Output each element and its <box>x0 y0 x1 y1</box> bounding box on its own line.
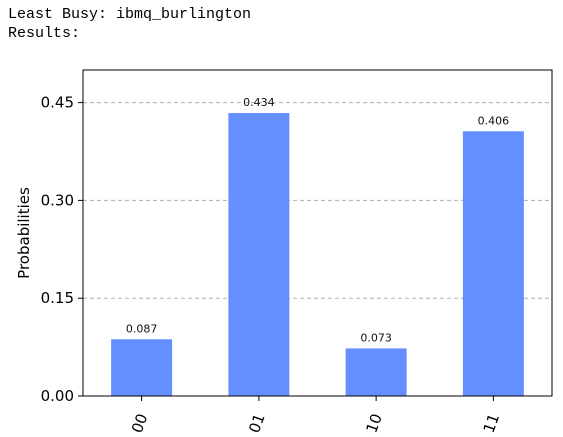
grid-lines <box>83 102 552 299</box>
console-line-least-busy: Least Busy: ibmq_burlington <box>8 6 252 23</box>
x-axis: 00 01 10 11 <box>128 396 503 435</box>
y-tick-label: 0.15 <box>41 289 74 307</box>
bar-00 <box>111 339 173 396</box>
bar-11 <box>462 131 524 396</box>
bar-value-label: 0.434 <box>243 96 275 109</box>
bar-value-label: 0.406 <box>478 114 510 127</box>
y-tick-label: 0.00 <box>41 387 74 405</box>
y-tick-label: 0.45 <box>41 94 74 112</box>
y-tick-label: 0.30 <box>41 191 74 209</box>
y-axis: 0.00 0.15 0.30 0.45 <box>41 94 83 405</box>
bars: 0.087 0.434 0.073 0.406 <box>111 96 524 397</box>
x-tick-label: 11 <box>480 411 503 435</box>
bar-value-label: 0.087 <box>126 322 158 335</box>
y-axis-title: Probabilities <box>15 187 33 279</box>
plot-frame <box>82 69 553 397</box>
x-tick-label: 00 <box>128 411 151 435</box>
bar-value-label: 0.073 <box>360 331 392 344</box>
bar-01 <box>228 113 290 397</box>
x-tick-label: 01 <box>245 411 268 435</box>
bar-10 <box>345 348 407 396</box>
console-line-results: Results: <box>8 25 81 42</box>
x-tick-label: 10 <box>362 411 385 435</box>
